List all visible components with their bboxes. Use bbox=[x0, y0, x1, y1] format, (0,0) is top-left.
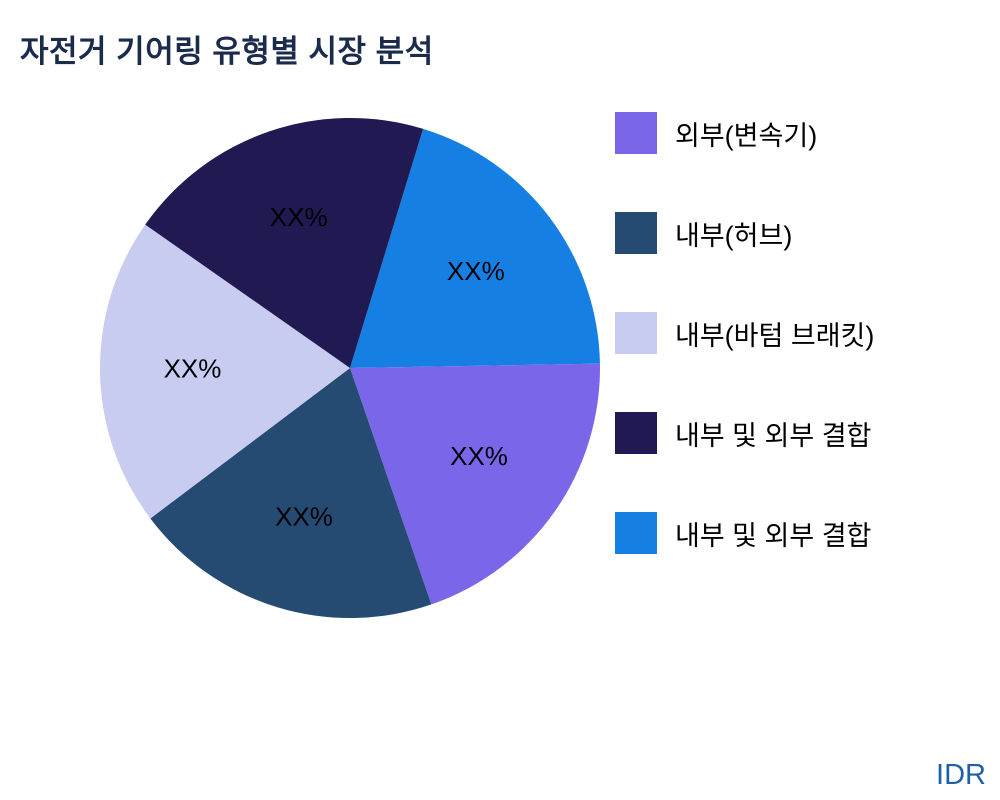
pie-slice-label: XX% bbox=[270, 202, 328, 232]
pie-slice-1 bbox=[350, 363, 600, 605]
chart-title: 자전거 기어링 유형별 시장 분석 bbox=[20, 34, 434, 69]
pie-slice-label: XX% bbox=[447, 256, 505, 286]
pie-slice-2 bbox=[150, 368, 432, 618]
legend-label: 내부 및 외부 결합 bbox=[675, 420, 872, 451]
legend-item-1: 내부(허브) bbox=[615, 212, 874, 254]
legend-item-4: 내부 및 외부 결합 bbox=[615, 512, 874, 554]
legend-swatch bbox=[615, 112, 657, 154]
legend-item-2: 내부(바텀 브래킷) bbox=[615, 312, 874, 354]
legend-label: 내부 및 외부 결합 bbox=[675, 520, 872, 551]
legend-swatch bbox=[615, 212, 657, 254]
watermark-text: IDR bbox=[936, 759, 986, 791]
legend-label: 외부(변속기) bbox=[675, 120, 818, 151]
pie-slice-0 bbox=[350, 128, 600, 368]
legend-swatch bbox=[615, 412, 657, 454]
legend: 외부(변속기) 내부(허브) 내부(바텀 브래킷) 내부 및 외부 결합 내부 및 외부… bbox=[615, 112, 874, 554]
legend-swatch bbox=[615, 512, 657, 554]
pie-slice-label: XX% bbox=[275, 501, 333, 531]
pie-slice-label: XX% bbox=[450, 441, 508, 471]
pie-chart: XX% XX% XX% XX% XX% bbox=[100, 117, 600, 618]
legend-item-3: 내부 및 외부 결합 bbox=[615, 412, 874, 454]
pie-slice-3 bbox=[100, 224, 350, 519]
pie-slice-4 bbox=[145, 117, 424, 368]
legend-item-0: 외부(변속기) bbox=[615, 112, 874, 154]
legend-label: 내부(허브) bbox=[675, 220, 793, 251]
legend-swatch bbox=[615, 312, 657, 354]
pie-slice-label: XX% bbox=[164, 354, 222, 384]
legend-label: 내부(바텀 브래킷) bbox=[675, 320, 875, 351]
